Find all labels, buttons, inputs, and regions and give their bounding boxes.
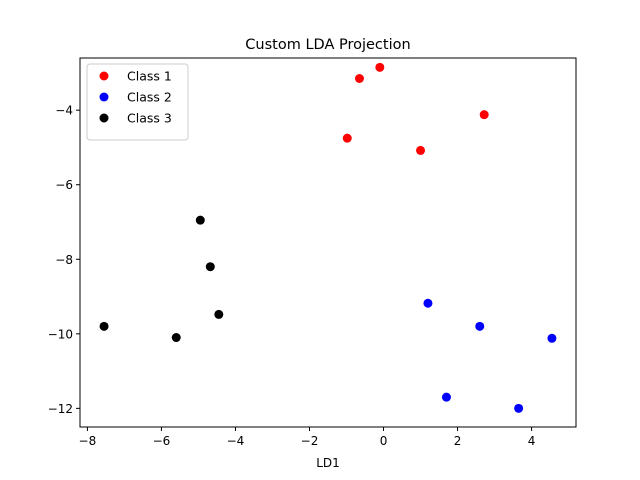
x-tick-label: −4 [227, 434, 245, 448]
data-point-class-3 [99, 321, 109, 331]
legend-marker [99, 71, 109, 81]
data-point-class-2 [547, 333, 557, 343]
x-axis-label: LD1 [316, 456, 340, 470]
data-point-class-1 [416, 145, 426, 155]
x-tick-label: 0 [380, 434, 388, 448]
x-tick-label: −8 [79, 434, 97, 448]
x-tick-label: 4 [528, 434, 536, 448]
legend-label: Class 1 [127, 69, 172, 84]
legend-label: Class 3 [127, 111, 172, 126]
data-point-class-1 [375, 62, 385, 72]
legend-marker [99, 92, 109, 102]
data-point-class-1 [479, 110, 489, 120]
legend-label: Class 2 [127, 90, 172, 105]
y-tick-label: −6 [55, 178, 73, 192]
data-point-class-2 [423, 298, 433, 308]
x-tick-label: −2 [301, 434, 319, 448]
legend-marker [99, 113, 109, 123]
data-point-class-2 [475, 321, 485, 331]
data-point-class-3 [205, 262, 215, 272]
y-tick-label: −10 [48, 327, 73, 341]
data-point-class-1 [354, 74, 364, 83]
data-point-class-1 [342, 133, 352, 143]
legend: Class 1 Class 2 Class 3 [86, 63, 189, 141]
data-point-class-3 [171, 333, 181, 343]
data-point-class-3 [214, 309, 224, 319]
data-point-class-2 [514, 403, 524, 413]
x-tick-label: 2 [454, 434, 462, 448]
legend-box [86, 63, 189, 141]
chart-title: Custom LDA Projection [245, 37, 410, 53]
data-points [99, 62, 557, 413]
y-axis: −12 −10 −8 −6 −4 [48, 104, 80, 416]
x-axis: −8 −6 −4 −2 0 2 4 [79, 427, 536, 448]
y-tick-label: −12 [48, 402, 73, 416]
data-point-class-3 [195, 215, 205, 225]
y-tick-label: −8 [55, 253, 73, 267]
data-point-class-2 [441, 392, 451, 402]
x-tick-label: −6 [153, 434, 171, 448]
y-tick-label: −4 [55, 104, 73, 118]
